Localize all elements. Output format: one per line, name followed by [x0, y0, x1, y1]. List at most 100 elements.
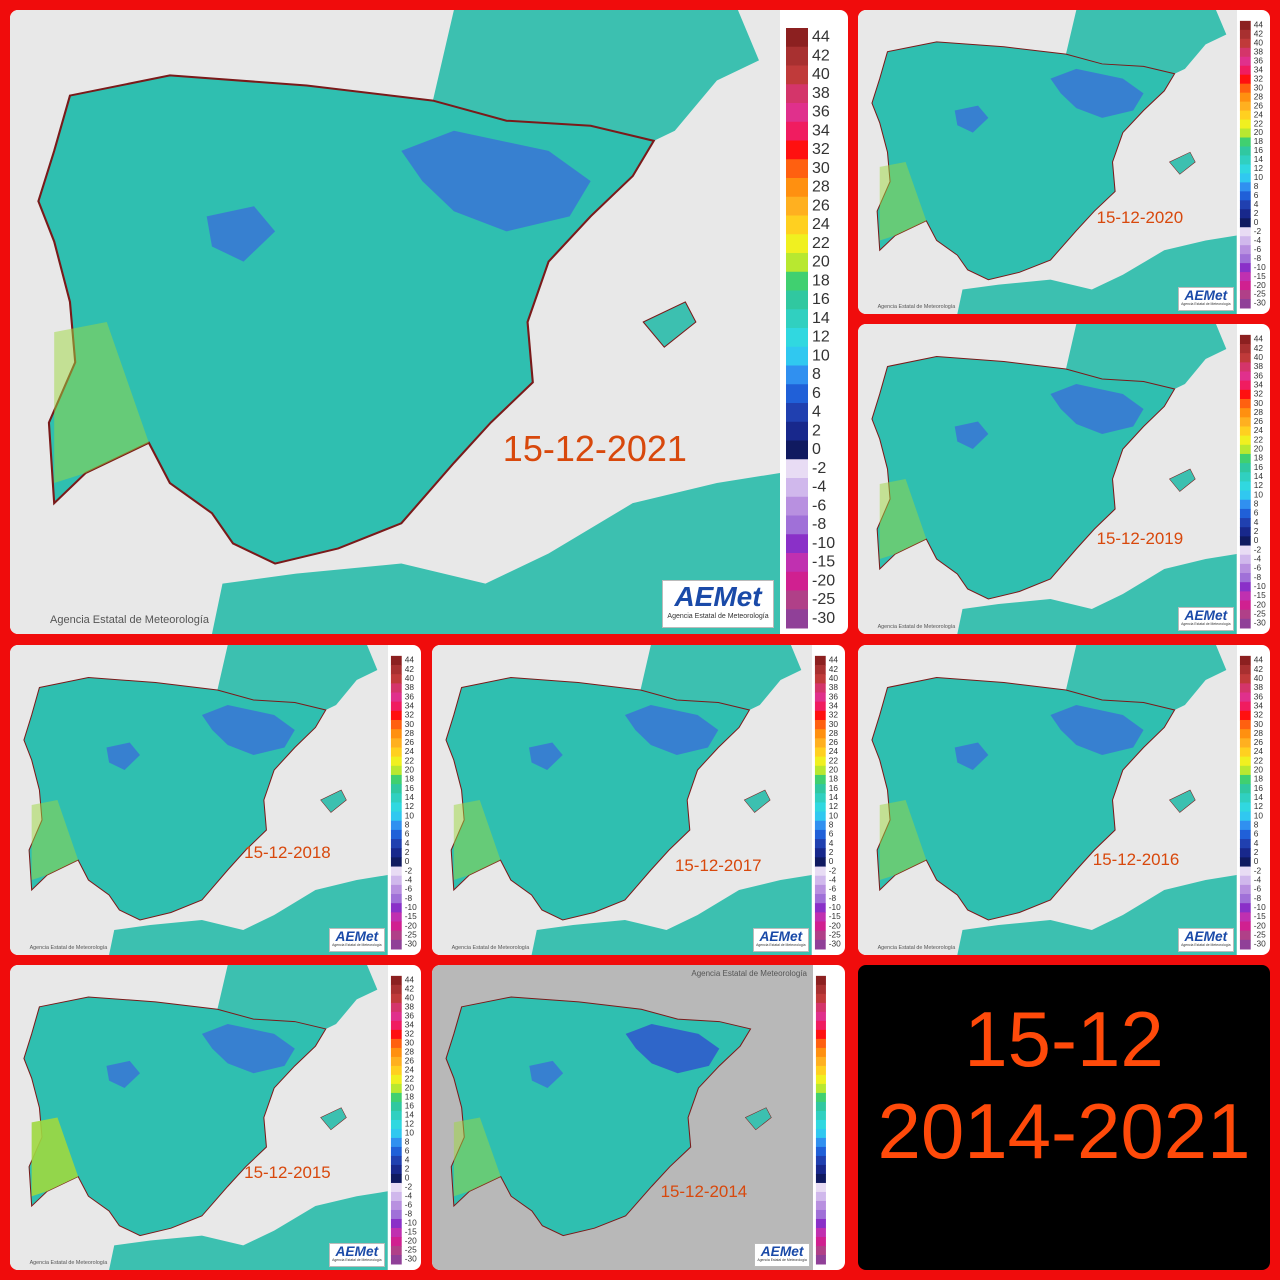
legend-label: -15	[1253, 911, 1265, 921]
legend-swatch	[1239, 683, 1251, 694]
legend-swatch	[815, 1065, 826, 1076]
legend-swatch	[1239, 866, 1251, 877]
legend-label: -6	[404, 1200, 412, 1210]
legend-label: 38	[812, 85, 830, 102]
legend-label: 2	[404, 847, 409, 857]
legend-label: 44	[404, 655, 414, 665]
map-panel: 15-12-2014 Agencia Estatal de Meteorologí…	[432, 965, 845, 1270]
legend-label: -6	[812, 497, 826, 514]
legend-swatch	[786, 346, 808, 366]
legend-label: -30	[404, 1254, 416, 1264]
legend-swatch	[390, 1083, 402, 1094]
legend-swatch	[390, 1038, 402, 1049]
legend-label: -25	[404, 929, 416, 939]
legend-label: 26	[1253, 416, 1263, 426]
legend-label: 26	[828, 737, 838, 747]
legend-label: 22	[1253, 755, 1263, 765]
legend-swatch	[814, 912, 826, 923]
legend-swatch	[390, 1227, 402, 1238]
legend-swatch	[815, 1245, 826, 1256]
legend-label: 8	[828, 820, 833, 830]
map	[858, 10, 1237, 314]
legend-swatch	[390, 1029, 402, 1040]
legend-label: 20	[1253, 765, 1263, 775]
legend-swatch	[1239, 573, 1251, 583]
legend-label: 18	[828, 774, 838, 784]
legend-swatch	[390, 1245, 402, 1256]
legend-label: -8	[1253, 893, 1261, 903]
legend-swatch	[1239, 417, 1251, 427]
legend-swatch	[815, 1029, 826, 1040]
legend-swatch	[815, 1110, 826, 1121]
legend-swatch	[786, 121, 808, 141]
land-africa	[109, 875, 388, 955]
legend-label: 30	[404, 1038, 414, 1048]
legend-swatch	[1239, 164, 1251, 174]
legend-label: -15	[828, 911, 840, 921]
legend-swatch	[1239, 545, 1251, 556]
legend-label: 22	[828, 755, 838, 765]
legend-swatch	[786, 196, 808, 216]
legend-label: 6	[828, 829, 833, 839]
legend-swatch	[390, 1200, 402, 1211]
legend-label: -4	[404, 874, 412, 884]
legend-swatch	[390, 1011, 402, 1022]
logo-subtitle: Agencia Estatal de Meteorología	[332, 1258, 382, 1263]
legend-swatch	[390, 738, 402, 748]
legend-swatch	[390, 811, 402, 822]
legend-swatch	[1239, 426, 1251, 437]
legend-label: 0	[1253, 535, 1258, 545]
legend-swatch	[1239, 65, 1251, 76]
legend-swatch	[390, 1173, 402, 1184]
cold-area	[954, 421, 989, 449]
legend-swatch	[1239, 527, 1251, 537]
legend-swatch	[1239, 747, 1251, 758]
legend-label: 22	[404, 1074, 414, 1084]
legend-label: -30	[812, 610, 835, 627]
island	[320, 789, 347, 813]
legend-label: 28	[812, 179, 830, 196]
legend-label: 38	[404, 682, 414, 692]
legend-label: -6	[1253, 563, 1261, 573]
logo-subtitle: Agencia Estatal de Meteorología	[1181, 302, 1231, 307]
map-panel: 15-12-2021 Agencia Estatal de Meteorologí…	[10, 10, 848, 634]
legend-label: 16	[404, 1101, 414, 1111]
legend-swatch	[390, 930, 402, 941]
legend-label: -20	[1253, 920, 1265, 930]
legend-swatch	[814, 848, 826, 858]
legend-swatch	[814, 820, 826, 831]
legend-swatch	[815, 1038, 826, 1049]
legend-label: 16	[1253, 145, 1263, 155]
logo-subtitle: Agencia Estatal de Meteorología	[756, 943, 806, 948]
legend-swatch	[1239, 182, 1251, 192]
legend-swatch	[1239, 20, 1251, 31]
legend-label: -30	[1253, 618, 1265, 628]
legend-swatch	[1239, 765, 1251, 776]
legend-swatch	[815, 1101, 826, 1112]
legend-swatch	[1239, 56, 1251, 67]
legend-swatch	[814, 701, 826, 712]
legend-swatch	[390, 875, 402, 886]
legend-swatch	[1239, 884, 1251, 895]
legend-label: 10	[404, 810, 414, 820]
legend-swatch	[814, 829, 826, 840]
legend-swatch	[1239, 227, 1251, 237]
legend-swatch	[814, 784, 826, 794]
legend-label: -6	[404, 884, 412, 894]
legend-swatch	[390, 1056, 402, 1067]
warm-area	[879, 800, 927, 880]
warm-area	[453, 800, 501, 880]
legend-swatch	[815, 1137, 826, 1148]
legend-swatch	[815, 1128, 826, 1139]
logo-text: AEMet	[335, 928, 379, 944]
legend-swatch	[1239, 729, 1251, 739]
legend-swatch	[1239, 218, 1251, 228]
legend-swatch	[390, 1209, 402, 1220]
date-label: 15-12-2021	[502, 428, 687, 470]
legend-swatch	[1239, 254, 1251, 264]
legend-swatch	[814, 930, 826, 941]
legend-swatch	[1239, 47, 1251, 58]
legend-label: 16	[812, 291, 830, 308]
legend-label: 18	[1253, 136, 1263, 146]
logo: AEMet Agencia Estatal de Meteorología	[328, 927, 385, 953]
